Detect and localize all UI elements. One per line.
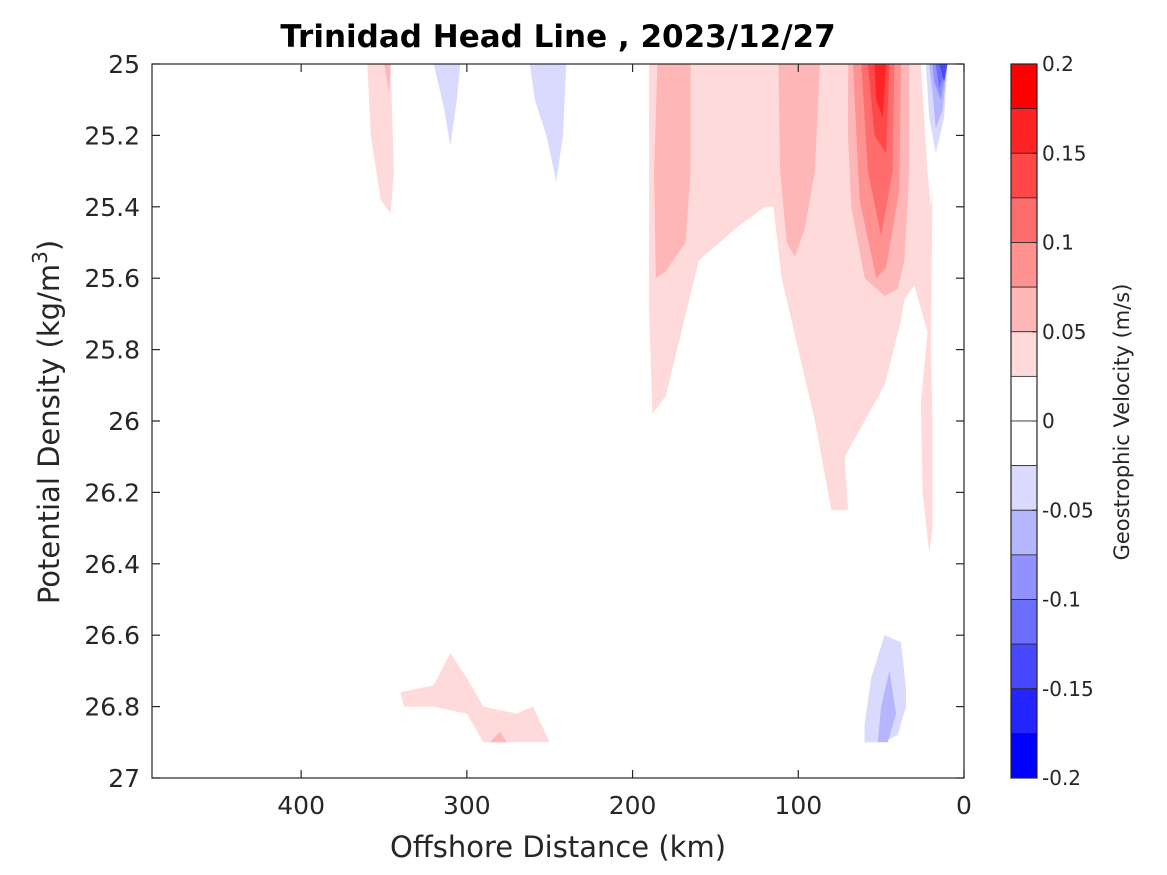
- contour-region-pos-main-160: [654, 64, 691, 279]
- colorbar-swatch: [1010, 331, 1038, 377]
- colorbar: [1010, 63, 1038, 779]
- y-axis-label-superscript: 3: [28, 251, 52, 264]
- x-tick-label: 400: [277, 791, 325, 820]
- x-tick-label: 200: [609, 791, 657, 820]
- colorbar-swatch: [1010, 197, 1038, 243]
- y-tick-label: 25.2: [84, 121, 140, 150]
- contour-region-neg-band-310-core: [433, 64, 461, 147]
- y-axis-ticks: 25 25.2 25.4 25.6 25.8 26 26.2 26.4 26.6 26.8 27: [84, 50, 964, 793]
- colorbar-label: Geostrophic Velocity (m/s): [1110, 284, 1134, 561]
- y-axis-label-close: ): [32, 240, 66, 251]
- y-tick-label: 26.2: [84, 478, 140, 507]
- contour-region-pos-main-45-e: [874, 64, 887, 118]
- y-tick-label: 25: [108, 50, 140, 79]
- x-tick-label: 300: [443, 791, 491, 820]
- contour-region-pos-bottom-b: [490, 731, 507, 743]
- contour-regions: [367, 64, 950, 743]
- contour-region-pos-offshore-sliver-core: [384, 64, 391, 93]
- y-tick-label: 25.4: [84, 193, 140, 222]
- colorbar-tick-label: 0.15: [1042, 141, 1087, 165]
- colorbar-swatch: [1010, 554, 1038, 600]
- x-tick-label: 100: [774, 791, 822, 820]
- colorbar-swatch: [1010, 643, 1038, 690]
- colorbar-tick-label: 0.1: [1042, 231, 1074, 255]
- y-tick-label: 26.8: [84, 693, 140, 722]
- colorbar-tick-label: -0.15: [1042, 677, 1094, 701]
- contour-region-neg-band-340: [384, 253, 426, 579]
- contour-region-neg-band-270-core: [529, 64, 567, 182]
- contour-region-neg-band-310: [425, 64, 487, 272]
- colorbar-swatch: [1010, 108, 1038, 154]
- colorbar-swatch: [1010, 732, 1038, 779]
- colorbar-tick-label: -0.05: [1042, 498, 1094, 522]
- colorbar-swatch: [1010, 599, 1038, 645]
- y-tick-label: 26.6: [84, 621, 140, 650]
- contour-region-pos-bottom: [400, 653, 550, 743]
- colorbar-swatch: [1010, 509, 1038, 556]
- colorbar-tick-label: -0.1: [1042, 588, 1081, 612]
- colorbar-swatch: [1010, 286, 1038, 333]
- colorbar-tick-label: 0: [1042, 409, 1055, 433]
- y-axis-label: Potential Density (kg/m3): [28, 240, 66, 604]
- colorbar-ticks: 0.2 0.15 0.1 0.05 0 -0.05 -0.1 -0.15 -0.2: [1032, 52, 1094, 790]
- x-tick-label: 0: [956, 791, 972, 820]
- x-axis-label: Offshore Distance (km): [390, 830, 726, 864]
- y-tick-label: 25.6: [84, 264, 140, 293]
- contour-region-neg-tiny-200: [625, 64, 636, 136]
- y-axis-label-main: Potential Density (kg/m: [32, 264, 66, 604]
- colorbar-swatch: [1010, 420, 1038, 467]
- contour-region-pos-offshore-sliver: [367, 64, 394, 214]
- chart-title: Trinidad Head Line , 2023/12/27: [280, 19, 835, 55]
- y-tick-label: 27: [108, 764, 140, 793]
- colorbar-swatch: [1010, 688, 1038, 734]
- contour-region-pos-main-95: [778, 64, 820, 257]
- y-tick-label: 26: [108, 407, 140, 436]
- colorbar-swatch: [1010, 63, 1038, 110]
- contour-region-neg-bottom-60-c: [877, 670, 897, 743]
- colorbar-tick-label: 0.05: [1042, 320, 1087, 344]
- colorbar-swatch: [1010, 465, 1038, 511]
- x-axis-ticks: 0 100 200 300 400: [277, 64, 972, 820]
- colorbar-swatch: [1010, 375, 1038, 422]
- colorbar-tick-label: -0.2: [1042, 766, 1081, 790]
- colorbar-tick-label: 0.2: [1042, 52, 1074, 76]
- colorbar-swatch: [1010, 152, 1038, 199]
- y-tick-label: 25.8: [84, 336, 140, 365]
- colorbar-swatch: [1010, 242, 1038, 288]
- contour-region-neg-coast-f: [939, 64, 948, 82]
- y-tick-label: 26.4: [84, 550, 140, 579]
- contour-region-neg-band-270: [478, 64, 583, 614]
- contour-region-neg-bottom-170: [665, 713, 699, 743]
